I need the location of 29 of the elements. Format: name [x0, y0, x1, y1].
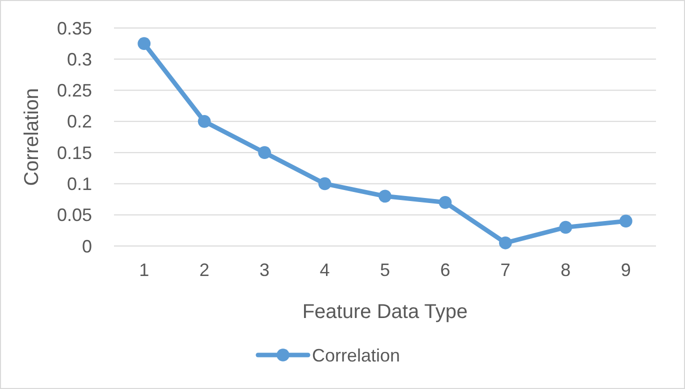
x-tick-label: 3 [260, 260, 270, 280]
y-tick-label: 0.1 [66, 174, 92, 194]
x-tick-label: 7 [500, 260, 510, 280]
y-tick-label: 0.3 [66, 49, 92, 70]
point [499, 236, 512, 250]
y-axis-title: Correlation [21, 88, 43, 186]
x-tick-label: 9 [620, 260, 631, 280]
point [318, 177, 332, 190]
x-tick-label: 4 [320, 260, 330, 280]
y-tick-label: 0.25 [56, 80, 92, 101]
y-tick-label: 0.2 [66, 112, 92, 132]
x-tick-label: 6 [440, 260, 450, 280]
x-tick-label: 2 [199, 260, 210, 280]
x-tick-label: 8 [560, 260, 571, 280]
point [438, 196, 452, 209]
x-axis-title: Feature Data Type [302, 301, 468, 323]
point [619, 214, 632, 228]
point [258, 146, 271, 159]
legend-label: Correlation [312, 345, 400, 366]
y-tick-label: 0.05 [56, 205, 92, 226]
point [559, 220, 572, 234]
x-tick-label: 5 [380, 260, 390, 280]
x-tick-label: 1 [139, 260, 150, 280]
point [378, 190, 392, 203]
point [138, 37, 151, 50]
y-tick-label: 0.35 [56, 18, 92, 38]
y-tick-label: 0 [82, 236, 92, 256]
y-tick-label: 0.15 [56, 142, 92, 163]
point [198, 115, 211, 128]
